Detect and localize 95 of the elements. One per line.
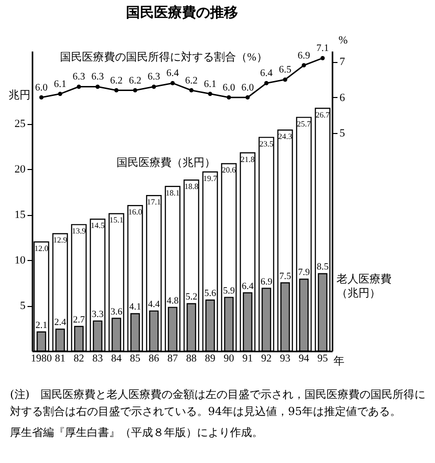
point <box>226 95 231 100</box>
data-label: 6.1 <box>204 78 216 90</box>
data-label: 3.6 <box>110 307 123 318</box>
data-label: 6.5 <box>278 64 292 76</box>
point <box>189 88 194 92</box>
x-tick-label: 83 <box>92 354 103 364</box>
x-tick-label: 85 <box>130 354 140 364</box>
x-tick-label: 89 <box>204 354 216 364</box>
series-label: 国民医療費の国民所得に対する割合（%） <box>60 50 268 64</box>
data-label: 6.1 <box>54 78 66 90</box>
data-label: 5.2 <box>185 292 198 303</box>
data-label: 4.8 <box>166 296 179 306</box>
data-label: 6.0 <box>222 82 236 94</box>
point <box>96 84 100 89</box>
x-tick-label: 87 <box>167 354 178 364</box>
y-axis-title: 兆円 <box>8 88 30 102</box>
data-label: 6.4 <box>260 68 273 80</box>
data-label: 21.8 <box>240 154 255 164</box>
data-label: 18.1 <box>166 188 180 198</box>
data-label: 2.1 <box>35 320 48 331</box>
y2-tick-label: 6 <box>340 92 346 104</box>
data-label: 5.6 <box>204 289 216 300</box>
point <box>320 56 325 60</box>
x-tick-label: 86 <box>148 354 160 364</box>
data-label: 13.9 <box>72 226 86 236</box>
x-tick-label: 93 <box>280 354 290 364</box>
data-label: 7.9 <box>298 268 310 278</box>
data-label: 8.5 <box>316 262 329 273</box>
data-label: 17.1 <box>146 198 161 207</box>
data-label: 6.2 <box>128 75 142 86</box>
data-label: 12.0 <box>34 244 48 253</box>
y-tick-label: 25 <box>14 118 26 130</box>
point <box>39 95 44 100</box>
x-tick-label: 81 <box>54 354 66 364</box>
point <box>208 92 212 96</box>
x-tick-label: 94 <box>298 354 310 364</box>
x-tick-label: 1980 <box>30 354 52 364</box>
y2-tick-label: 7 <box>340 56 346 68</box>
x-tick-label: 82 <box>74 354 84 364</box>
point <box>302 63 306 68</box>
point <box>58 92 62 96</box>
data-label: 6.2 <box>185 75 198 86</box>
point <box>76 84 81 89</box>
y2-axis-title: % <box>338 34 348 46</box>
data-label: 7.5 <box>279 272 292 282</box>
point <box>114 88 118 92</box>
y-tick-label: 20 <box>14 164 26 176</box>
data-label: 6.9 <box>298 50 310 62</box>
y2-tick-label: 5 <box>340 128 346 140</box>
data-label: 6.9 <box>260 277 273 288</box>
data-label: 6.2 <box>110 75 123 86</box>
chart-title: 国民医療費の推移 <box>126 4 238 21</box>
point <box>152 84 156 89</box>
point <box>264 81 268 86</box>
point <box>170 81 175 86</box>
data-label: 19.7 <box>203 174 218 183</box>
data-label: 4.4 <box>148 300 160 310</box>
x-tick-label: 84 <box>111 354 122 364</box>
data-label: 2.7 <box>72 315 86 326</box>
data-label: 6.4 <box>242 282 254 292</box>
data-label: 26.7 <box>316 110 330 120</box>
data-label: 6.0 <box>35 82 48 94</box>
data-label: 6.4 <box>166 68 179 80</box>
data-label: 6.0 <box>241 82 254 94</box>
data-label: 6.3 <box>148 72 160 83</box>
data-label: 18.8 <box>184 182 198 192</box>
point <box>133 88 138 92</box>
data-label: 12.9 <box>53 236 68 245</box>
x-tick-label: 88 <box>186 354 197 364</box>
data-label: 5.9 <box>222 286 236 296</box>
data-label: 15.1 <box>109 216 124 225</box>
series-label: 老人医療費（兆円） <box>336 272 392 300</box>
data-label: 14.5 <box>90 221 105 230</box>
point <box>246 95 250 100</box>
data-label: 6.3 <box>72 72 86 83</box>
data-label: 23.5 <box>259 139 274 148</box>
text: 厚生省編『厚生白書』（平成８年版）により作成。 <box>10 425 264 442</box>
data-label: 16.0 <box>128 208 142 217</box>
data-label: 6.3 <box>91 72 104 83</box>
x-tick-label: 95 <box>317 354 328 364</box>
x-tick-label: 92 <box>261 354 272 364</box>
x-axis-title: 年 <box>334 356 344 368</box>
data-label: 24.3 <box>278 132 292 142</box>
y-tick-label: 5 <box>20 300 26 312</box>
x-tick-label: 91 <box>242 354 253 364</box>
data-label: 4.1 <box>129 302 142 313</box>
data-label: 7.1 <box>316 43 329 54</box>
data-label: 2.4 <box>54 318 66 328</box>
y-tick-label: 10 <box>14 254 26 267</box>
data-label: 3.3 <box>92 310 104 320</box>
y-tick-label: 15 <box>14 209 26 222</box>
point <box>283 77 288 82</box>
x-tick-label: 90 <box>224 354 234 364</box>
series-label: 国民医療費（兆円） <box>116 156 216 169</box>
text: (注) 国民医療費と老人医療費の金額は左の目盛で示され，国民医療費の国民所得に対する割合は右の目盛で示されている。94年は見込値，95年は推定値である。 <box>10 387 427 420</box>
